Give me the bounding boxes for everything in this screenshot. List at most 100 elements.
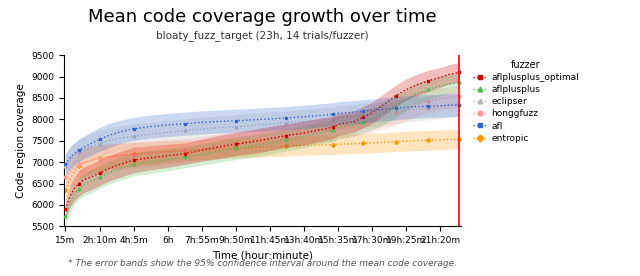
aflplusplus <box>266 142 274 145</box>
eclipser <box>368 113 376 116</box>
aflplusplus <box>445 82 452 86</box>
honggfuzz <box>300 131 308 135</box>
aflplusplus <box>250 144 257 148</box>
afl <box>146 125 154 128</box>
eclipser <box>392 110 399 113</box>
afl <box>300 115 308 118</box>
aflplusplus <box>116 167 124 170</box>
entropic <box>146 151 154 154</box>
Line: afl: afl <box>64 104 461 166</box>
eclipser <box>402 109 410 112</box>
afl <box>436 104 444 107</box>
honggfuzz <box>368 119 376 122</box>
eclipser <box>413 107 420 111</box>
afl <box>445 104 452 107</box>
Line: eclipser: eclipser <box>64 103 461 168</box>
entropic <box>81 161 88 165</box>
eclipser <box>300 120 308 123</box>
entropic <box>164 150 172 153</box>
honggfuzz <box>198 147 205 150</box>
aflplusplus_optimal <box>232 142 239 146</box>
entropic <box>104 155 112 158</box>
Text: bloaty_fuzz_target (23h, 14 trials/fuzzer): bloaty_fuzz_target (23h, 14 trials/fuzze… <box>156 30 369 41</box>
eclipser <box>359 114 367 117</box>
aflplusplus_optimal <box>116 163 124 166</box>
afl <box>456 103 463 107</box>
entropic <box>334 142 342 146</box>
aflplusplus_optimal <box>66 195 74 198</box>
entropic <box>300 144 308 147</box>
honggfuzz <box>164 150 172 153</box>
honggfuzz <box>445 96 452 99</box>
afl <box>182 122 189 125</box>
honggfuzz <box>456 95 463 98</box>
eclipser <box>164 131 172 134</box>
entropic <box>392 140 399 143</box>
afl <box>130 127 138 131</box>
eclipser <box>232 125 239 128</box>
honggfuzz <box>70 165 78 168</box>
entropic <box>61 188 69 192</box>
aflplusplus <box>413 92 420 95</box>
eclipser <box>61 165 69 168</box>
honggfuzz <box>104 156 112 159</box>
honggfuzz <box>87 159 95 162</box>
honggfuzz <box>182 148 189 152</box>
aflplusplus_optimal <box>359 116 367 119</box>
afl <box>87 142 95 145</box>
afl <box>350 110 358 114</box>
aflplusplus_optimal <box>75 182 83 185</box>
entropic <box>198 148 205 152</box>
eclipser <box>214 126 222 130</box>
honggfuzz <box>402 107 410 110</box>
entropic <box>350 142 358 145</box>
aflplusplus_optimal <box>315 128 323 132</box>
eclipser <box>282 121 290 124</box>
entropic <box>66 178 74 181</box>
afl <box>214 120 222 123</box>
aflplusplus_optimal <box>146 156 154 160</box>
entropic <box>424 139 432 142</box>
aflplusplus_optimal <box>61 208 69 211</box>
Text: * The error bands show the 95% confidence interval around the mean code coverage: * The error bands show the 95% confidenc… <box>68 259 457 268</box>
aflplusplus <box>96 176 104 179</box>
X-axis label: Time (hour:minute): Time (hour:minute) <box>212 251 313 261</box>
Line: entropic: entropic <box>64 138 461 191</box>
aflplusplus_optimal <box>282 134 290 137</box>
aflplusplus_optimal <box>445 73 452 76</box>
aflplusplus <box>61 214 69 217</box>
afl <box>392 107 399 110</box>
aflplusplus_optimal <box>350 120 358 123</box>
eclipser <box>334 116 342 119</box>
afl <box>232 119 239 122</box>
afl <box>402 106 410 109</box>
entropic <box>445 138 452 141</box>
entropic <box>250 146 257 149</box>
honggfuzz <box>413 103 420 106</box>
Y-axis label: Code region coverage: Code region coverage <box>16 83 26 198</box>
Line: aflplusplus: aflplusplus <box>64 81 461 217</box>
honggfuzz <box>232 142 239 145</box>
eclipser <box>116 137 124 140</box>
honggfuzz <box>330 127 337 131</box>
entropic <box>70 170 78 173</box>
aflplusplus <box>146 161 154 164</box>
entropic <box>232 146 239 150</box>
honggfuzz <box>350 123 358 126</box>
eclipser <box>424 106 432 110</box>
Line: honggfuzz: honggfuzz <box>64 95 461 179</box>
aflplusplus <box>350 123 358 126</box>
afl <box>66 156 74 160</box>
afl <box>96 138 104 141</box>
afl <box>104 134 112 137</box>
entropic <box>182 149 189 152</box>
aflplusplus <box>456 81 463 84</box>
honggfuzz <box>116 155 124 158</box>
eclipser <box>266 123 274 126</box>
aflplusplus_optimal <box>87 176 95 179</box>
aflplusplus_optimal <box>70 187 78 190</box>
eclipser <box>456 102 463 106</box>
honggfuzz <box>282 134 290 137</box>
aflplusplus_optimal <box>402 88 410 91</box>
eclipser <box>146 133 154 136</box>
